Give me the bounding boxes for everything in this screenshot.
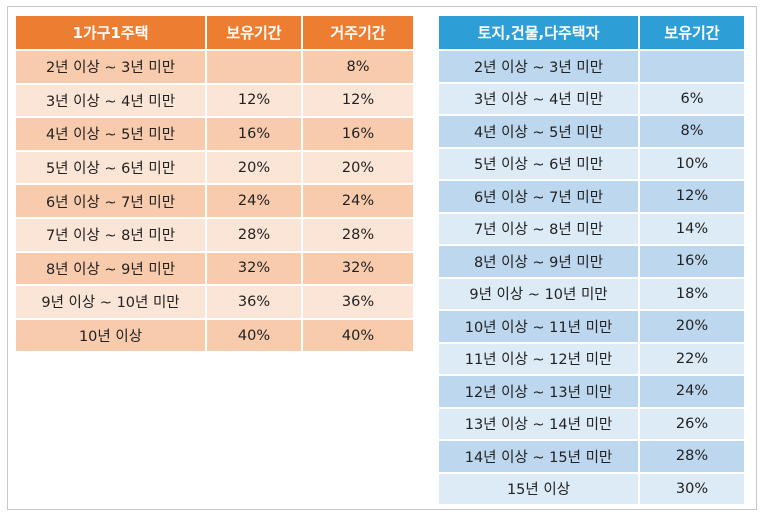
period-cell: 5년 이상 ~ 6년 미만 — [16, 151, 205, 184]
period-cell: 3년 이상 ~ 4년 미만 — [16, 84, 205, 117]
period-cell: 10년 이상 ~ 11년 미만 — [439, 311, 638, 342]
period-cell: 11년 이상 ~ 12년 미만 — [439, 343, 638, 374]
holding-rate-cell: 16% — [640, 246, 744, 277]
holding-rate-cell — [640, 51, 744, 82]
period-cell: 4년 이상 ~ 5년 미만 — [439, 116, 638, 147]
table-row: 9년 이상 ~ 10년 미만 18% — [439, 278, 744, 309]
table-row: 12년 이상 ~ 13년 미만 24% — [439, 376, 744, 407]
holding-rate-cell: 8% — [640, 116, 744, 147]
holding-rate-cell: 12% — [640, 181, 744, 212]
period-cell: 3년 이상 ~ 4년 미만 — [439, 83, 638, 114]
header-category: 토지,건물,다주택자 — [439, 16, 638, 49]
land-multi-home-deduction-table: 토지,건물,다주택자 보유기간 2년 이상 ~ 3년 미만 3년 이상 ~ 4년 … — [437, 14, 746, 506]
period-cell: 8년 이상 ~ 9년 미만 — [439, 246, 638, 277]
period-cell: 14년 이상 ~ 15년 미만 — [439, 441, 638, 472]
table-row: 8년 이상 ~ 9년 미만 16% — [439, 246, 744, 277]
holding-rate-cell: 24% — [640, 376, 744, 407]
table-row: 15년 이상 30% — [439, 473, 744, 504]
table-row: 4년 이상 ~ 5년 미만 16% 16% — [16, 118, 413, 150]
table-row: 5년 이상 ~ 6년 미만 10% — [439, 148, 744, 179]
holding-rate-cell: 32% — [207, 252, 301, 285]
period-cell: 6년 이상 ~ 7년 미만 — [439, 181, 638, 212]
period-cell: 12년 이상 ~ 13년 미만 — [439, 376, 638, 407]
table-row: 2년 이상 ~ 3년 미만 8% — [16, 51, 413, 83]
residence-rate-cell: 28% — [303, 218, 413, 251]
holding-rate-cell: 36% — [207, 286, 301, 318]
table-row: 7년 이상 ~ 8년 미만 28% 28% — [16, 218, 413, 251]
table-row: 11년 이상 ~ 12년 미만 22% — [439, 343, 744, 374]
holding-rate-cell: 26% — [640, 408, 744, 439]
holding-rate-cell: 20% — [640, 311, 744, 342]
period-cell: 7년 이상 ~ 8년 미만 — [439, 213, 638, 244]
header-category: 1가구1주택 — [16, 16, 205, 49]
period-cell: 15년 이상 — [439, 473, 638, 504]
holding-rate-cell: 24% — [207, 185, 301, 217]
table-row: 10년 이상 ~ 11년 미만 20% — [439, 311, 744, 342]
table-row: 3년 이상 ~ 4년 미만 6% — [439, 83, 744, 114]
period-cell: 13년 이상 ~ 14년 미만 — [439, 408, 638, 439]
image-frame — [7, 6, 757, 510]
table-header-row: 1가구1주택 보유기간 거주기간 — [16, 16, 413, 49]
table-row: 6년 이상 ~ 7년 미만 12% — [439, 181, 744, 212]
residence-rate-cell: 16% — [303, 118, 413, 150]
header-holding-period: 보유기간 — [207, 16, 301, 49]
holding-rate-cell: 6% — [640, 83, 744, 114]
residence-rate-cell: 20% — [303, 151, 413, 184]
holding-rate-cell: 10% — [640, 148, 744, 179]
header-holding-period: 보유기간 — [640, 16, 744, 49]
holding-rate-cell: 14% — [640, 213, 744, 244]
period-cell: 4년 이상 ~ 5년 미만 — [16, 118, 205, 150]
table-row: 9년 이상 ~ 10년 미만 36% 36% — [16, 286, 413, 318]
period-cell: 10년 이상 — [16, 319, 205, 352]
holding-rate-cell: 16% — [207, 118, 301, 150]
table-row: 5년 이상 ~ 6년 미만 20% 20% — [16, 151, 413, 184]
table-row: 2년 이상 ~ 3년 미만 — [439, 51, 744, 82]
holding-rate-cell: 22% — [640, 343, 744, 374]
period-cell: 2년 이상 ~ 3년 미만 — [16, 51, 205, 83]
holding-rate-cell: 30% — [640, 473, 744, 504]
period-cell: 9년 이상 ~ 10년 미만 — [439, 278, 638, 309]
holding-rate-cell: 12% — [207, 84, 301, 117]
residence-rate-cell: 36% — [303, 286, 413, 318]
period-cell: 6년 이상 ~ 7년 미만 — [16, 185, 205, 217]
table-row: 6년 이상 ~ 7년 미만 24% 24% — [16, 185, 413, 217]
period-cell: 5년 이상 ~ 6년 미만 — [439, 148, 638, 179]
period-cell: 8년 이상 ~ 9년 미만 — [16, 252, 205, 285]
holding-rate-cell: 18% — [640, 278, 744, 309]
table-row: 3년 이상 ~ 4년 미만 12% 12% — [16, 84, 413, 117]
holding-rate-cell: 28% — [207, 218, 301, 251]
holding-rate-cell: 28% — [640, 441, 744, 472]
table-row: 10년 이상 40% 40% — [16, 319, 413, 352]
period-cell: 7년 이상 ~ 8년 미만 — [16, 218, 205, 251]
table-row: 7년 이상 ~ 8년 미만 14% — [439, 213, 744, 244]
period-cell: 2년 이상 ~ 3년 미만 — [439, 51, 638, 82]
residence-rate-cell: 24% — [303, 185, 413, 217]
table-row: 8년 이상 ~ 9년 미만 32% 32% — [16, 252, 413, 285]
table-row: 14년 이상 ~ 15년 미만 28% — [439, 441, 744, 472]
residence-rate-cell: 40% — [303, 319, 413, 352]
residence-rate-cell: 12% — [303, 84, 413, 117]
table-header-row: 토지,건물,다주택자 보유기간 — [439, 16, 744, 49]
residence-rate-cell: 8% — [303, 51, 413, 83]
table-row: 4년 이상 ~ 5년 미만 8% — [439, 116, 744, 147]
holding-rate-cell — [207, 51, 301, 83]
residence-rate-cell: 32% — [303, 252, 413, 285]
table-row: 13년 이상 ~ 14년 미만 26% — [439, 408, 744, 439]
period-cell: 9년 이상 ~ 10년 미만 — [16, 286, 205, 318]
single-home-deduction-table: 1가구1주택 보유기간 거주기간 2년 이상 ~ 3년 미만 8% 3년 이상 ~ … — [14, 14, 415, 353]
holding-rate-cell: 20% — [207, 151, 301, 184]
header-residence-period: 거주기간 — [303, 16, 413, 49]
holding-rate-cell: 40% — [207, 319, 301, 352]
